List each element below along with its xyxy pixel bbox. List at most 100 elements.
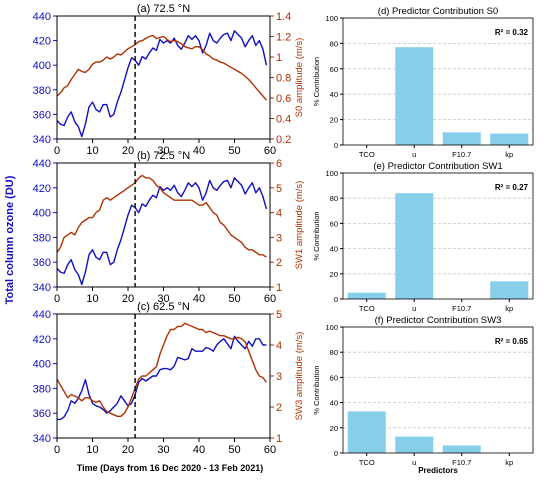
bar-panel-1: (d) Predictor Contribution S0 0 20 40 60 80 10… (312, 6, 534, 159)
right-tick-label: 2 (276, 257, 282, 269)
y-tick-label: 0 (334, 295, 338, 304)
line-panel-1: (a) 72.5 °N3403603804004204400.20.40.60.… (33, 3, 305, 157)
y-tick-label: 0 (334, 141, 338, 150)
right-tick-label: 5 (276, 183, 282, 195)
panel-title: (d) Predictor Contribution S0 (378, 6, 498, 17)
left-tick-label: 340 (33, 282, 51, 294)
left-tick-label: 420 (33, 334, 51, 346)
left-tick-label: 340 (33, 433, 51, 445)
left-tick-label: 440 (33, 158, 51, 170)
x-tick-label: 30 (157, 293, 169, 305)
right-tick-label: 1 (276, 433, 282, 445)
right-tick-label: 2 (276, 402, 282, 414)
panel-title: (b) 72.5 °N (137, 150, 190, 162)
x-tick-label: kp (505, 304, 513, 313)
right-tick-label: 0.8 (276, 73, 291, 85)
bar-u (395, 193, 434, 299)
x-tick-label: F10.7 (452, 304, 471, 313)
left-tick-label: 420 (33, 36, 51, 48)
right-tick-label: 1 (276, 52, 282, 64)
y-tick-label: 80 (330, 194, 338, 203)
y-tick-label: 20 (330, 116, 338, 125)
x-tick-label: 0 (54, 444, 60, 456)
bar-f107 (442, 132, 481, 145)
left-tick-label: 380 (33, 383, 51, 395)
bar-tco (347, 292, 386, 299)
x-tick-label: 60 (264, 293, 276, 305)
plot-frame (342, 17, 534, 146)
line-panels: (a) 72.5 °N3403603804004204400.20.40.60.… (33, 3, 305, 456)
left-tick-label: 400 (33, 208, 51, 220)
x-tick-label: TCO (359, 458, 375, 467)
x-tick-label: TCO (359, 304, 375, 313)
left-tick-label: 380 (33, 85, 51, 97)
x-tick-label: u (412, 458, 416, 467)
x-tick-label: 20 (122, 293, 134, 305)
panel-title: (e) Predictor Contribution SW1 (373, 161, 502, 172)
r-squared-annotation: R² = 0.32 (495, 28, 529, 37)
right-tick-label: 1.4 (276, 11, 291, 23)
right-axis-label: SW1 amplitude (m/s) (294, 181, 305, 270)
x-tick-label: 20 (122, 145, 134, 157)
bar-panel-2: (e) Predictor Contribution SW1 0 20 40 60 80 1… (312, 161, 534, 313)
x-tick-label: u (412, 304, 416, 313)
y-tick-label: 100 (325, 169, 338, 178)
right-tick-label: 3 (276, 371, 282, 383)
plot-frame (56, 15, 271, 140)
x-tick-label: 40 (193, 293, 205, 305)
bar-kp (490, 281, 529, 299)
x-tick-label: 60 (264, 145, 276, 157)
plot-frame (342, 326, 534, 454)
ozone-line (56, 30, 268, 138)
x-tick-label: 50 (228, 145, 240, 157)
x-tick-label: 0 (54, 293, 60, 305)
plot-frame (56, 313, 271, 439)
y-tick-label: 80 (330, 39, 338, 48)
x-tick-label: 10 (86, 444, 98, 456)
plot-frame (56, 162, 271, 288)
x-tick-label: 40 (193, 145, 205, 157)
x-tick-label: u (412, 150, 416, 159)
y-tick-label: 20 (330, 270, 338, 279)
r-squared-annotation: R² = 0.65 (495, 337, 529, 346)
bar-panels: (d) Predictor Contribution S0 0 20 40 60 80 10… (312, 6, 534, 475)
left-tick-label: 360 (33, 257, 51, 269)
left-tick-label: 420 (33, 183, 51, 195)
left-tick-label: 360 (33, 408, 51, 420)
left-tick-label: 400 (33, 359, 51, 371)
y-tick-label: 0 (334, 449, 338, 458)
ozone-axis-label: Total column ozone (DU) (4, 175, 16, 304)
right-tick-label: 1 (276, 282, 282, 294)
plot-frame (342, 172, 534, 300)
bar-kp (490, 133, 529, 145)
right-axis-label: SW3 amplitude (m/s) (294, 332, 305, 421)
x-tick-label: 60 (264, 444, 276, 456)
x-tick-label: kp (505, 150, 513, 159)
x-tick-label: 10 (86, 145, 98, 157)
amplitude-line (56, 322, 267, 417)
y-axis-label: % Contribution (312, 57, 321, 106)
left-tick-label: 380 (33, 232, 51, 244)
right-tick-label: 1.2 (276, 32, 291, 44)
y-tick-label: 60 (330, 373, 338, 382)
panel-title: (a) 72.5 °N (137, 3, 190, 15)
x-tick-label: kp (505, 458, 513, 467)
panel-title: (f) Predictor Contribution SW3 (375, 315, 502, 326)
x-tick-label: 50 (228, 444, 240, 456)
y-tick-label: 40 (330, 399, 338, 408)
right-tick-label: 3 (276, 232, 282, 244)
right-tick-label: 5 (276, 309, 282, 321)
x-tick-label: 50 (228, 293, 240, 305)
right-tick-label: 6 (276, 158, 282, 170)
bar-f107 (442, 445, 481, 453)
x-tick-label: 30 (157, 145, 169, 157)
y-tick-label: 20 (330, 424, 338, 433)
y-tick-label: 60 (330, 219, 338, 228)
left-tick-label: 440 (33, 309, 51, 321)
x-axis-label: Predictors (418, 466, 458, 475)
x-tick-label: TCO (359, 150, 375, 159)
y-axis-label: % Contribution (312, 365, 321, 414)
bar-u (395, 47, 434, 145)
bar-panel-3: (f) Predictor Contribution SW3 0 20 40 60 80 1… (312, 315, 534, 475)
